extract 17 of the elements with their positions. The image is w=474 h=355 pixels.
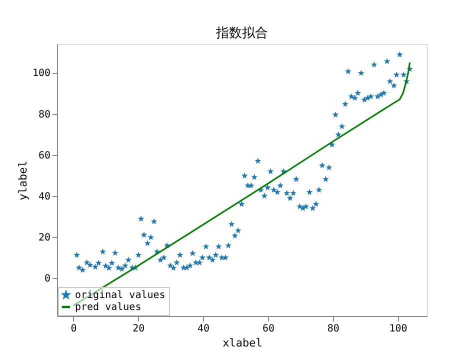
- y-tick-label: 100: [32, 68, 50, 80]
- y-axis-title: ylabel: [16, 160, 30, 200]
- x-tick-label: 100: [389, 324, 408, 334]
- x-tick-label: 60: [262, 324, 274, 334]
- x-axis-title: xlabel: [222, 336, 262, 350]
- x-tick-label: 0: [70, 324, 77, 334]
- y-tick-label: 40: [38, 191, 50, 202]
- x-tick-label: 20: [132, 324, 145, 334]
- chart-title: 指数拟合: [215, 26, 268, 41]
- x-tick-label: 40: [198, 324, 210, 334]
- y-tick-label: 0: [44, 274, 50, 285]
- legend-label: pred values: [75, 302, 142, 313]
- legend-label: original values: [75, 290, 166, 301]
- y-tick-label: 20: [38, 232, 50, 244]
- x-tick-label: 80: [327, 324, 340, 334]
- y-tick-label: 80: [38, 109, 50, 120]
- y-tick-label: 60: [38, 150, 50, 162]
